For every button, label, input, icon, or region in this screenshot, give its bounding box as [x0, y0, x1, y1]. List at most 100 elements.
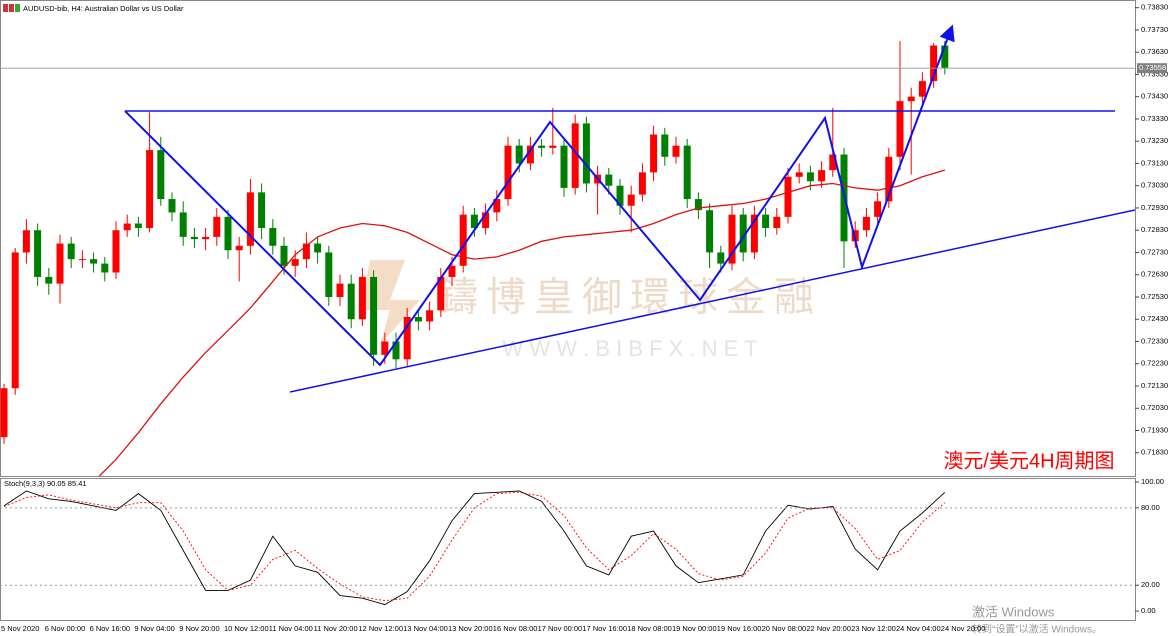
candle-body: [370, 276, 378, 355]
candle-body: [134, 223, 142, 228]
x-tick-label: 6 Nov 16:00: [90, 624, 130, 633]
wave-path: [124, 24, 955, 367]
candle-body: [258, 192, 266, 228]
main-panel: [0, 0, 1136, 477]
icon: [15, 4, 20, 12]
os-notice-text: 转到“设置”以激活 Windows。: [972, 623, 1102, 636]
candle-body: [862, 216, 870, 231]
candle-body: [694, 199, 702, 211]
y-tick-label: 0.73530: [1141, 69, 1168, 78]
y-tick-label: 0.73330: [1141, 114, 1168, 123]
candle-body: [459, 214, 467, 266]
candle-body: [112, 230, 120, 273]
x-tick-label: 12 Nov 12:00: [358, 624, 403, 633]
moving-average: [98, 169, 945, 476]
candle-body: [907, 96, 915, 102]
x-tick-label: 11 Nov 20:00: [314, 624, 358, 633]
y-tick-label: 0.72230: [1141, 359, 1168, 368]
y-tick-label: 0.73030: [1141, 181, 1168, 190]
last-price-label: 0.73558: [1139, 63, 1166, 72]
candle-body: [717, 252, 725, 264]
y-tick-label: 80.00: [1141, 503, 1160, 512]
candle-body: [504, 145, 512, 200]
candle-body: [202, 236, 210, 240]
candle-body: [246, 192, 254, 246]
candle-body: [661, 134, 669, 157]
support-line: [289, 209, 1135, 393]
candle-body: [325, 252, 333, 297]
y-tick-label: 0.73130: [1141, 158, 1168, 167]
stoch-panel: [0, 478, 1136, 621]
candle-body: [358, 276, 366, 320]
candle-body: [190, 236, 198, 240]
y-tick-label: 0.00: [1141, 606, 1156, 615]
x-tick-label: 22 Nov 20:00: [806, 624, 851, 633]
candle-body: [829, 154, 837, 171]
candle-body: [67, 243, 75, 260]
x-tick-label: 17 Nov 00:00: [538, 624, 583, 633]
y-tick-label: 0.72930: [1141, 203, 1168, 212]
icon: [3, 4, 8, 12]
x-tick-label: 19 Nov 16:00: [717, 624, 762, 633]
candle-body: [806, 172, 814, 182]
x-tick-label: 6 Nov 00:00: [45, 624, 85, 633]
candle-body: [638, 172, 646, 195]
candle-body: [90, 259, 98, 264]
y-tick-label: 0.72430: [1141, 314, 1168, 323]
candle-body: [493, 199, 501, 213]
candle-body: [291, 259, 299, 266]
x-tick-label: 11 Nov 04:00: [269, 624, 313, 633]
candle-body: [773, 216, 781, 228]
candle-body: [885, 156, 893, 202]
trend-drawings: [124, 24, 1135, 393]
main-plot: [0, 41, 949, 476]
x-tick-label: 23 Nov 12:00: [851, 624, 896, 633]
candle-body: [179, 212, 187, 237]
y-tick-label: 0.72530: [1141, 292, 1168, 301]
candle-body: [414, 317, 422, 322]
candle-body: [930, 45, 938, 82]
candle-body: [11, 252, 19, 389]
candle-body: [941, 45, 949, 68]
candle-body: [616, 185, 624, 206]
candle-body: [605, 174, 613, 186]
x-tick-label: 9 Nov 04:00: [134, 624, 174, 633]
chart-title: AUDUSD-bib, H4: Australian Dollar vs US …: [23, 4, 184, 13]
annotation: 澳元/美元4H周期图: [943, 449, 1114, 472]
candle-body: [448, 265, 456, 277]
y-tick-label: 0.73430: [1141, 92, 1168, 101]
candle-body: [235, 245, 243, 251]
annotation-bg: [928, 447, 1131, 475]
x-tick-label: 20 Nov 08:00: [762, 624, 807, 633]
candle-body: [45, 276, 53, 284]
candle-body: [403, 317, 411, 360]
candle-body: [706, 210, 714, 253]
candle-body: [213, 216, 221, 237]
candle-body: [896, 101, 904, 157]
candle-body: [515, 145, 523, 164]
y-tick-label: 20.00: [1141, 580, 1160, 589]
y-tick-label: 0.71930: [1141, 425, 1168, 434]
candle-body: [482, 212, 490, 228]
candle-body: [437, 276, 445, 311]
candle-body: [224, 216, 232, 251]
window-icons: [3, 4, 20, 12]
candle-body: [918, 81, 926, 97]
candle-body: [750, 214, 758, 253]
candle-body: [157, 150, 165, 200]
y-tick-label: 0.73830: [1141, 3, 1168, 12]
candle-body: [34, 230, 42, 277]
x-tick-label: 17 Nov 16:00: [582, 624, 627, 633]
candle-body: [123, 223, 131, 231]
y-tick-label: 0.72330: [1141, 336, 1168, 345]
candle-body: [392, 341, 400, 360]
candle-body: [0, 388, 8, 438]
y-tick-label: 0.73730: [1141, 25, 1168, 34]
y-tick-label: 0.73230: [1141, 136, 1168, 145]
candle-body: [795, 172, 803, 177]
x-tick-label: 19 Nov 00:00: [672, 624, 717, 633]
candle-body: [874, 201, 882, 217]
x-tick-label: 10 Nov 12:00: [224, 624, 269, 633]
candle-body: [336, 283, 344, 297]
